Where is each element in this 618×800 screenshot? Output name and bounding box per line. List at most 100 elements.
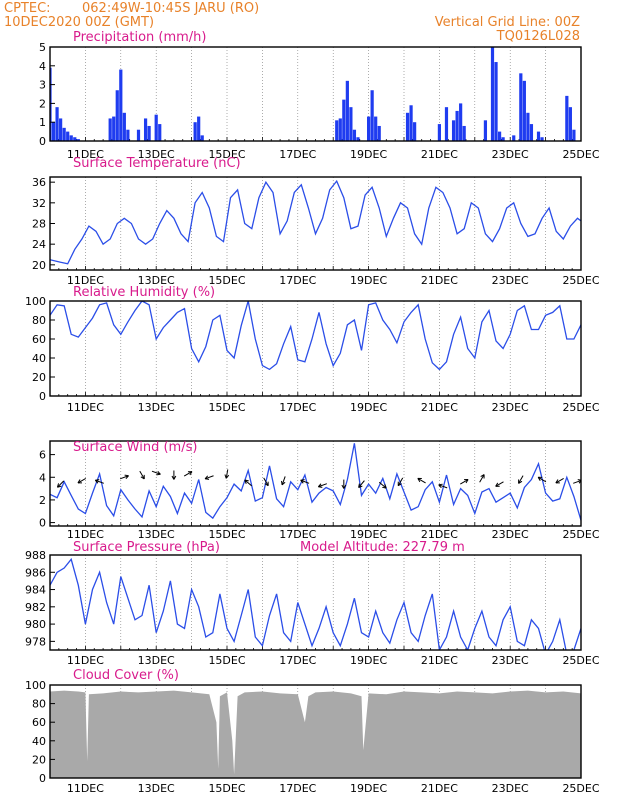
precip-bar: [115, 90, 119, 141]
temp-line: [50, 179, 581, 265]
precip-x-tick-label: 17DEC: [279, 148, 316, 161]
wind-x-tick-label: 17DEC: [279, 528, 316, 541]
cloud-y-tick-label: 60: [32, 716, 46, 729]
precip-bar: [197, 116, 201, 141]
header-location: 062:49W-10:45S JARU (RO): [82, 1, 259, 16]
temp-x-tick-label: 21DEC: [421, 274, 458, 287]
precip-bar: [73, 137, 77, 141]
pressure-x-tick-label: 25DEC: [562, 654, 599, 667]
precip-y-tick-label: 0: [39, 135, 46, 148]
wind-y-tick-label: 4: [39, 471, 46, 484]
precip-bar: [342, 99, 346, 141]
rh-x-tick-label: 17DEC: [279, 401, 316, 414]
precip-frame: [49, 46, 582, 142]
precip-bar: [69, 135, 73, 141]
wind-x-tick-label: 15DEC: [208, 528, 245, 541]
pressure-x-tick-label: 17DEC: [279, 654, 316, 667]
pressure-x-tick-label: 21DEC: [421, 654, 458, 667]
wind-arrow: [77, 477, 87, 484]
cloud-y-tick-label: 20: [32, 753, 46, 766]
wind-marks: [50, 443, 581, 521]
wind-arrow: [171, 470, 177, 480]
rh-panel: 0 20 40 60 80 100 11DEC 13DEC 15DEC 17DEC 19DEC 21D…: [25, 285, 600, 414]
precip-y-tick-label: 2: [39, 97, 46, 110]
precip-bar: [370, 90, 374, 141]
wind-arrow: [94, 479, 104, 484]
precip-bar: [154, 114, 158, 141]
pressure-y-tick-label: 984: [25, 584, 46, 597]
precip-bar: [119, 69, 123, 141]
precip-bar: [338, 118, 342, 141]
temp-x-tick-label: 25DEC: [562, 274, 599, 287]
temp-x-tick-label: 13DEC: [138, 274, 175, 287]
wind-x-tick-label: 19DEC: [350, 528, 387, 541]
wind-arrow: [537, 476, 547, 483]
precip-bar: [483, 120, 488, 141]
wind-arrow: [204, 475, 214, 480]
rh-x-tick-label: 19DEC: [350, 401, 387, 414]
rh-frame: [49, 300, 582, 397]
rh-line: [50, 301, 581, 371]
precip-bar: [490, 47, 495, 141]
precip-title: Precipitation (mm/h): [73, 30, 206, 45]
precip-bar: [50, 67, 52, 141]
temp-y-tick-label: 28: [32, 218, 46, 231]
wind-arrow: [378, 481, 387, 489]
pressure-marks: [50, 557, 581, 650]
wind-y-tick-label: 2: [39, 494, 46, 507]
precip-bar: [374, 116, 378, 141]
precip-bar: [51, 122, 56, 141]
temp-x-tick-label: 15DEC: [208, 274, 245, 287]
wind-x-tick-label: 13DEC: [138, 528, 175, 541]
precip-x-tick-label: 11DEC: [67, 148, 104, 161]
precip-x-tick-label: 15DEC: [208, 148, 245, 161]
precip-bar: [193, 122, 197, 141]
precip-bar: [335, 120, 339, 141]
precip-marks: [50, 47, 576, 141]
cloud-title: Cloud Cover (%): [73, 668, 179, 683]
wind-panel: 0 2 4 6 11DEC 13DEC 15DEC 17DEC 19DEC 21DEC 23DEC 2…: [39, 440, 600, 541]
cloud-panel: 0 20 40 60 80 100 11DEC 13DEC 15DEC 17DEC 19DEC 21D…: [25, 668, 600, 795]
rh-y-tick-label: 80: [32, 314, 46, 327]
cloud-marks: [50, 690, 581, 778]
temp-marks: [50, 179, 581, 265]
precip-bar: [108, 118, 112, 141]
precip-bar: [437, 124, 441, 141]
precip-bar: [76, 139, 80, 141]
cloud-x-tick-label: 23DEC: [492, 782, 529, 795]
precip-x-tick-label: 19DEC: [350, 148, 387, 161]
wind-arrow: [495, 481, 504, 487]
wind-arrow: [317, 483, 327, 488]
pressure-panel: 978 980 982 984 986 988 11DEC 13DEC 15DEC 17DEC 19…: [25, 540, 600, 667]
precip-bar: [501, 137, 505, 141]
precip-bar: [565, 95, 569, 141]
precip-bar: [413, 122, 417, 141]
wind-x-tick-label: 23DEC: [492, 528, 529, 541]
precip-y-tick-label: 1: [39, 116, 46, 129]
wind-arrow: [479, 474, 485, 483]
wind-arrow: [518, 475, 524, 484]
precip-bar: [572, 129, 576, 141]
precip-bar: [377, 125, 381, 141]
wind-arrow: [555, 477, 564, 484]
precip-bar: [455, 110, 459, 141]
cloud-x-tick-label: 13DEC: [138, 782, 175, 795]
wind-arrow: [300, 479, 310, 484]
header-datetime: 10DEC2020 00Z (GMT): [4, 15, 154, 30]
precip-bar: [494, 62, 498, 141]
precip-bar: [512, 135, 516, 141]
precip-bar: [136, 129, 141, 141]
header-model: TQ0126L028: [496, 29, 580, 44]
precip-x-tick-label: 25DEC: [562, 148, 599, 161]
wind-arrow: [281, 476, 286, 486]
rh-title: Relative Humidity (%): [73, 285, 215, 300]
cloud-x-tick-label: 11DEC: [67, 782, 104, 795]
precip-bar: [62, 127, 66, 141]
wind-frame: [49, 440, 582, 527]
pressure-frame: [49, 554, 582, 651]
wind-arrow: [56, 480, 65, 488]
precip-bar: [55, 107, 59, 141]
cloud-x-tick-label: 15DEC: [208, 782, 245, 795]
precip-bar: [367, 116, 371, 141]
wind-arrow: [224, 469, 230, 479]
